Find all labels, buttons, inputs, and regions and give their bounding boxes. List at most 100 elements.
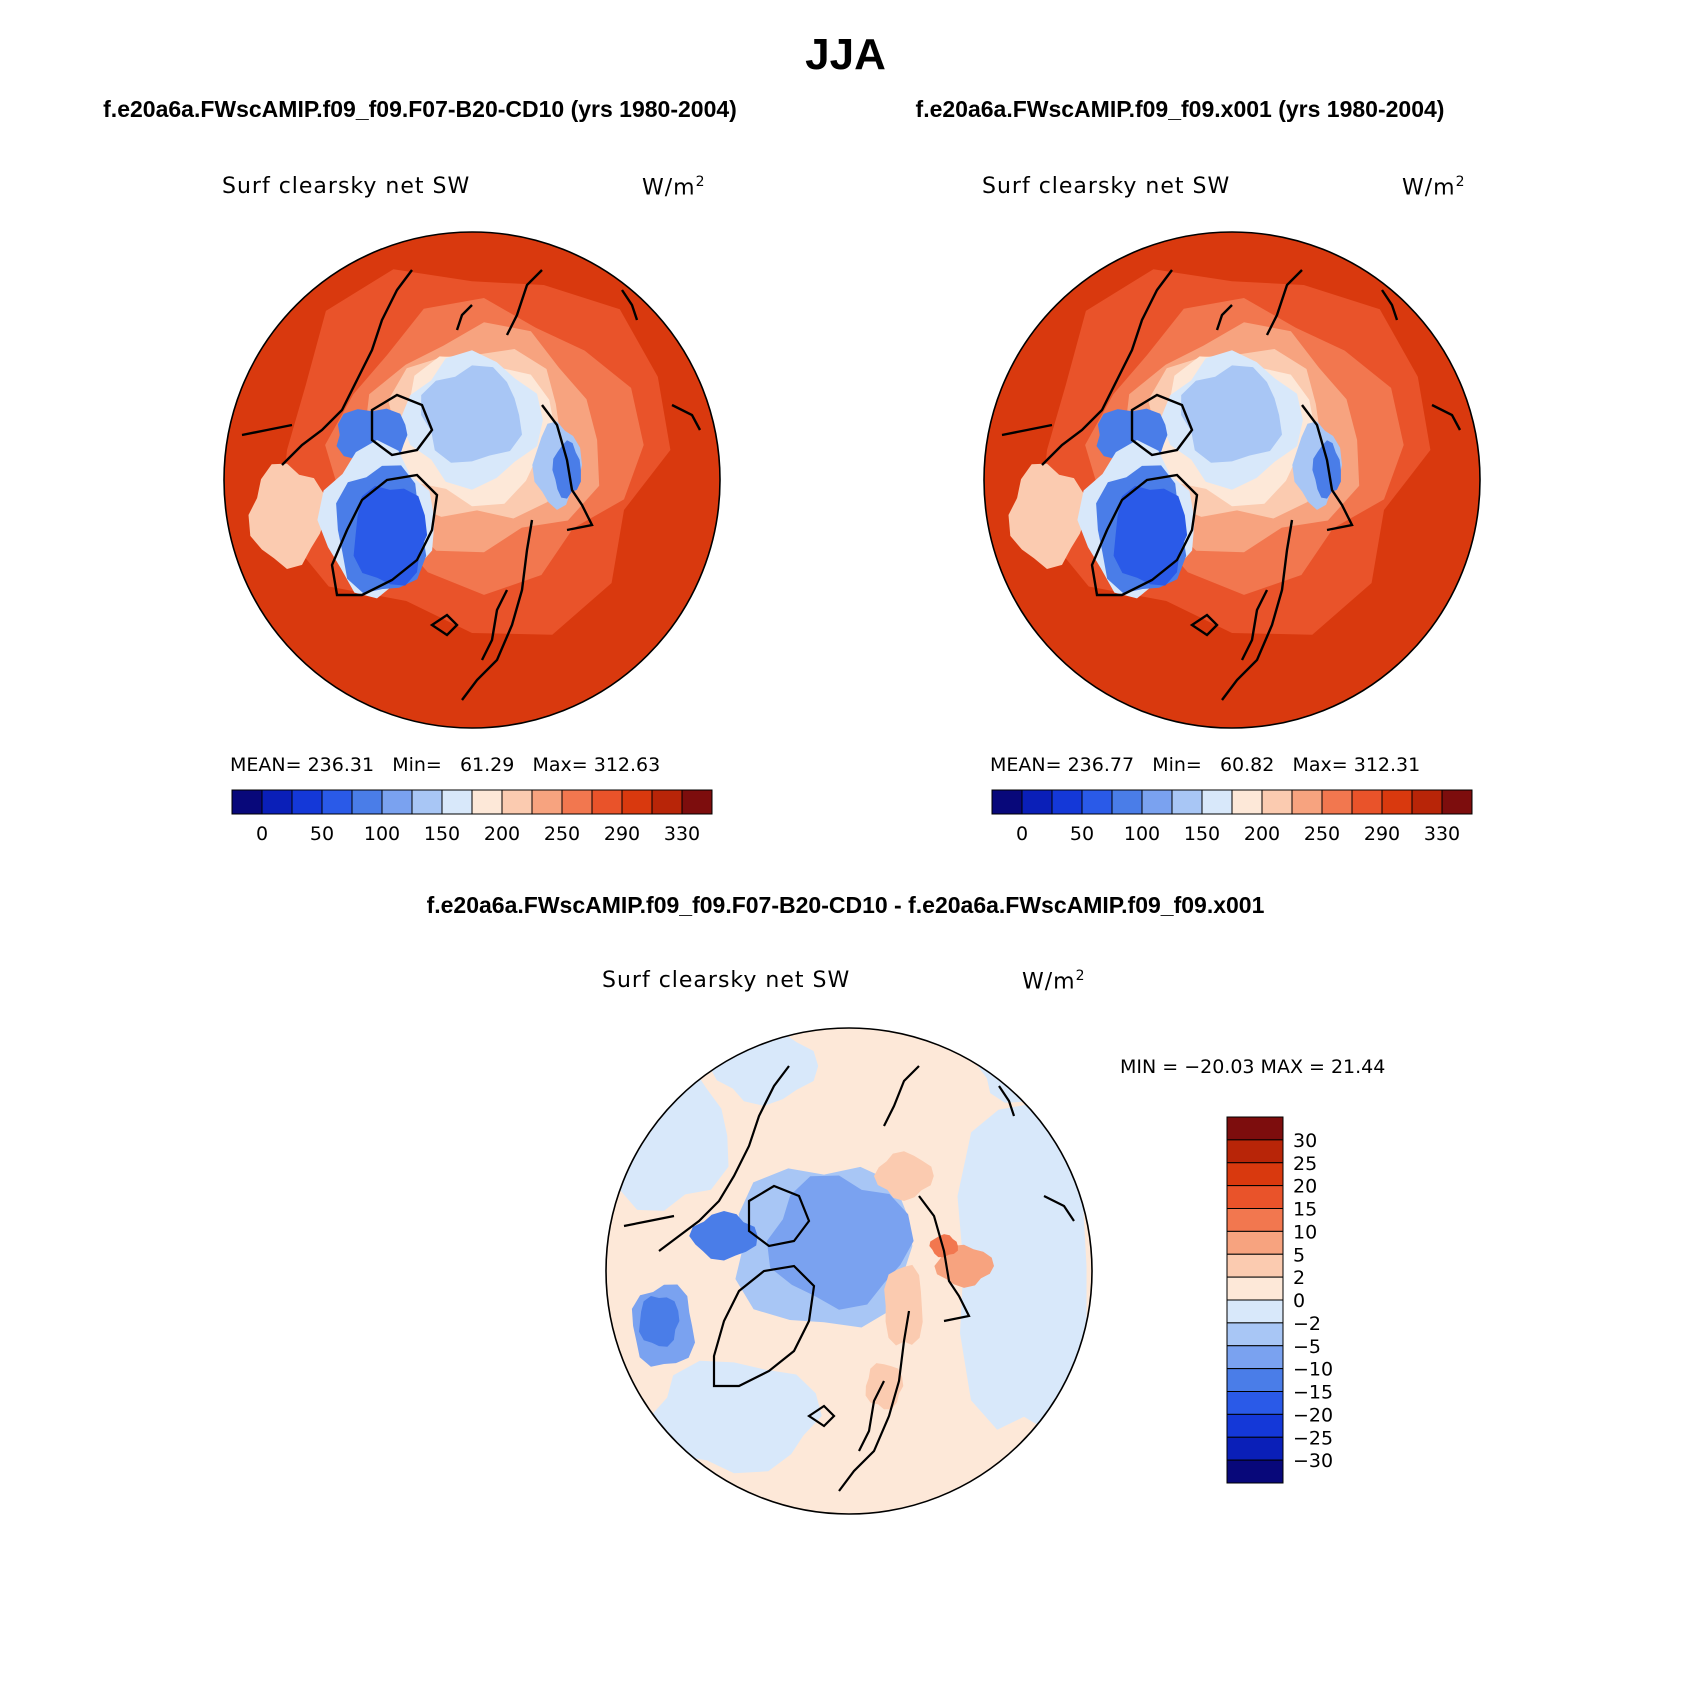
panel-2-contour-region xyxy=(1113,485,1188,586)
panel-1-map-border xyxy=(223,231,721,729)
panel-2-contour-region xyxy=(1181,365,1282,463)
diff-coastline xyxy=(858,1380,885,1452)
panel-2-colorbar-tick-label: 50 xyxy=(1070,823,1094,845)
panel-1-colorbar-box xyxy=(561,789,593,815)
panel-2-map-border xyxy=(983,231,1481,729)
panel-1-colorbar-box xyxy=(471,789,503,815)
diff-colorbar-tick-label: −25 xyxy=(1293,1427,1333,1449)
diff-polar-map xyxy=(605,1027,1093,1515)
diff-colorbar-box xyxy=(1226,1436,1284,1461)
diff-variable-label: Surf clearsky net SW xyxy=(602,968,851,993)
panel-2-colorbar-box xyxy=(1201,789,1233,815)
panel-1-polar-map xyxy=(223,231,721,729)
diff-colorbar-tick-label: 10 xyxy=(1293,1221,1317,1243)
panel-1-coastline xyxy=(671,403,702,431)
diff-colorbar-tick-label: −30 xyxy=(1293,1450,1333,1472)
diff-colorbar-tick-label: 0 xyxy=(1293,1290,1305,1312)
panel-1-colorbar-box xyxy=(261,789,293,815)
diff-colorbar-box xyxy=(1226,1345,1284,1370)
panel-1-colorbar-box xyxy=(321,789,353,815)
panel-1-colorbar-box xyxy=(231,789,263,815)
diff-colorbar-tick-label: −5 xyxy=(1293,1336,1321,1358)
diff-colorbar-box xyxy=(1226,1299,1284,1324)
panel-2-colorbar-box xyxy=(1051,789,1083,815)
panel-2-colorbar-box xyxy=(1351,789,1383,815)
panel-2-colorbar-tick-label: 200 xyxy=(1244,823,1280,845)
panel-2-polar-map xyxy=(983,231,1481,729)
panel-2-contour-region xyxy=(1312,440,1341,499)
diff-colorbar-box xyxy=(1226,1139,1284,1164)
panel-1-colorbar-tick-label: 150 xyxy=(424,823,460,845)
panel-1-field xyxy=(224,232,720,728)
panel-1-colorbar-box xyxy=(351,789,383,815)
panel-2-colorbar-tick-label: 330 xyxy=(1424,823,1460,845)
panel-2-colorbar-box xyxy=(1021,789,1053,815)
panel-2-stats: MEAN= 236.77 Min= 60.82 Max= 312.31 xyxy=(990,754,1421,776)
panel-2-colorbar-box xyxy=(1321,789,1353,815)
diff-colorbar-box xyxy=(1226,1208,1284,1232)
panel-1-coastline xyxy=(505,269,543,336)
panel-1-coastline xyxy=(241,423,293,437)
diff-contour-region xyxy=(929,1234,958,1258)
panel-2-colorbar-box xyxy=(1441,789,1473,815)
panel-2-colorbar-tick-label: 150 xyxy=(1184,823,1220,845)
diff-coastline xyxy=(883,1065,920,1127)
panel-1-coastline xyxy=(281,269,413,466)
panel-1-colorbar-box xyxy=(621,789,653,815)
diff-colorbar-box xyxy=(1226,1185,1284,1209)
panel-1-colorbar-box xyxy=(591,789,623,815)
panel-2-coastline xyxy=(1381,289,1399,321)
diff-colorbar-box xyxy=(1226,1459,1284,1484)
diff-colorbar-tick-label: 2 xyxy=(1293,1267,1305,1289)
diff-colorbar-box xyxy=(1226,1322,1284,1347)
figure-title: JJA xyxy=(805,30,886,79)
diff-colorbar-tick-label: −20 xyxy=(1293,1404,1333,1426)
panel-1-coastline xyxy=(429,613,459,637)
diff-colorbar-box xyxy=(1226,1276,1284,1301)
panel-2-coastline xyxy=(1041,269,1173,466)
panel-1-colorbar-tick-label: 330 xyxy=(664,823,700,845)
panel-2-colorbar-box xyxy=(1111,789,1143,815)
panel-2-coastline xyxy=(1431,403,1462,431)
panel-1-contour-region xyxy=(353,485,428,586)
diff-colorbar-tick-label: 30 xyxy=(1293,1130,1317,1152)
diff-colorbar-box xyxy=(1226,1368,1284,1392)
panel-2-colorbar-box xyxy=(1231,789,1263,815)
diff-colorbar-tick-label: 25 xyxy=(1293,1153,1317,1175)
panel-2-colorbar-tick-label: 250 xyxy=(1304,823,1340,845)
diff-stats: MIN = −20.03 MAX = 21.44 xyxy=(1120,1056,1386,1078)
diff-coastline xyxy=(838,1310,911,1492)
panel-1-case-title: f.e20a6a.FWscAMIP.f09_f09.F07-B20-CD10 (… xyxy=(103,96,737,122)
diff-colorbar-tick-label: 15 xyxy=(1293,1199,1317,1221)
panel-1-coastline xyxy=(480,589,509,661)
panel-1-colorbar: 0 50 100 150 200 250 290 330 xyxy=(231,789,713,845)
diff-colorbar-box xyxy=(1226,1116,1284,1141)
diff-contour-region xyxy=(957,1094,1087,1433)
diff-colorbar-box xyxy=(1226,1162,1284,1187)
panel-1-units-label: W/m2 xyxy=(642,174,706,201)
panel-1-contour-region xyxy=(248,463,327,569)
diff-panel-title: f.e20a6a.FWscAMIP.f09_f09.F07-B20-CD10 -… xyxy=(426,892,1265,918)
panel-1-colorbar-tick-label: 100 xyxy=(364,823,400,845)
panel-1-coastline xyxy=(370,393,434,457)
panel-1-colorbar-box xyxy=(681,789,713,815)
diff-colorbar-tick-label: −2 xyxy=(1293,1313,1321,1335)
panel-1-stats: MEAN= 236.31 Min= 61.29 Max= 312.63 xyxy=(230,754,661,776)
panel-2-colorbar-tick-label: 100 xyxy=(1124,823,1160,845)
panel-2-variable-label: Surf clearsky net SW xyxy=(982,174,1231,199)
diff-coastline xyxy=(747,1184,811,1248)
panel-2-colorbar-tick-label: 290 xyxy=(1364,823,1400,845)
panel-1-colorbar-tick-label: 200 xyxy=(484,823,520,845)
panel-1-coastline xyxy=(541,404,594,532)
diff-coastline xyxy=(918,1195,971,1323)
diff-colorbar-box xyxy=(1226,1391,1284,1415)
diff-colorbar-tick-label: 5 xyxy=(1293,1244,1305,1266)
panel-2-colorbar: 0 50 100 150 200 250 290 330 xyxy=(991,789,1473,845)
panel-1-colorbar-box xyxy=(651,789,683,815)
diff-contour-region xyxy=(650,1360,822,1474)
panel-1-colorbar-box xyxy=(531,789,563,815)
diff-coastline xyxy=(807,1404,836,1428)
diff-coastline xyxy=(1043,1195,1075,1222)
panel-2-colorbar-box xyxy=(1411,789,1443,815)
